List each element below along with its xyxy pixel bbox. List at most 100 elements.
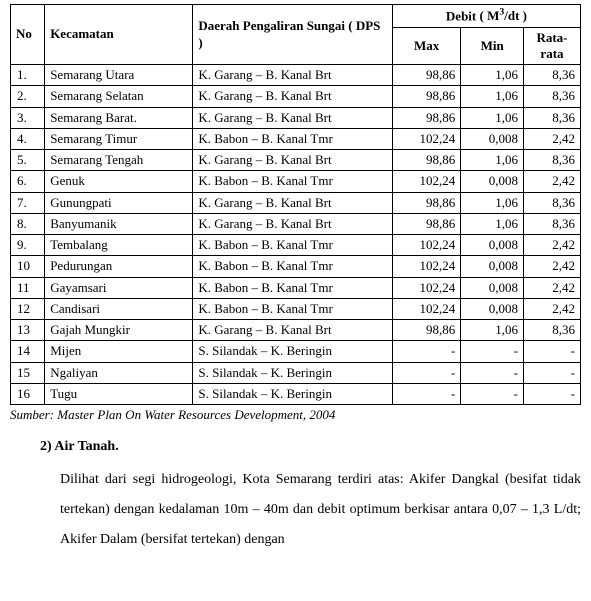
cell-dps: K. Garang – B. Kanal Brt [193,65,393,86]
cell-no: 1. [11,65,45,86]
cell-rata: 2,42 [523,256,580,277]
cell-kecamatan: Gajah Mungkir [45,320,193,341]
cell-kecamatan: Tembalang [45,235,193,256]
cell-rata: 2,42 [523,171,580,192]
cell-min: 1,06 [461,213,524,234]
source-note: Sumber: Master Plan On Water Resources D… [10,407,581,423]
cell-no: 4. [11,128,45,149]
cell-rata: 2,42 [523,235,580,256]
cell-dps: K. Babon – B. Kanal Tmr [193,171,393,192]
cell-dps: S. Silandak – K. Beringin [193,362,393,383]
cell-rata: - [523,341,580,362]
cell-max: - [392,341,460,362]
cell-kecamatan: Semarang Barat. [45,107,193,128]
table-row: 10PedurunganK. Babon – B. Kanal Tmr102,2… [11,256,581,277]
th-kecamatan: Kecamatan [45,5,193,65]
cell-no: 15 [11,362,45,383]
cell-kecamatan: Candisari [45,298,193,319]
section-heading-air-tanah: 2) Air Tanah. [40,439,581,455]
cell-kecamatan: Mijen [45,341,193,362]
cell-min: 0,008 [461,235,524,256]
cell-no: 2. [11,86,45,107]
cell-min: 0,008 [461,298,524,319]
cell-rata: 2,42 [523,277,580,298]
cell-kecamatan: Semarang Utara [45,65,193,86]
cell-kecamatan: Semarang Timur [45,128,193,149]
table-row: 8.BanyumanikK. Garang – B. Kanal Brt98,8… [11,213,581,234]
cell-min: 1,06 [461,65,524,86]
th-dps: Daerah Pengaliran Sungai ( DPS ) [193,5,393,65]
cell-max: 102,24 [392,298,460,319]
cell-dps: K. Babon – B. Kanal Tmr [193,235,393,256]
table-row: 7.GunungpatiK. Garang – B. Kanal Brt98,8… [11,192,581,213]
cell-dps: K. Babon – B. Kanal Tmr [193,277,393,298]
table-row: 12CandisariK. Babon – B. Kanal Tmr102,24… [11,298,581,319]
table-row: 4.Semarang TimurK. Babon – B. Kanal Tmr1… [11,128,581,149]
cell-dps: K. Garang – B. Kanal Brt [193,86,393,107]
cell-min: 1,06 [461,150,524,171]
cell-max: 102,24 [392,235,460,256]
cell-min: - [461,383,524,404]
cell-kecamatan: Gayamsari [45,277,193,298]
cell-rata: 8,36 [523,65,580,86]
cell-dps: K. Garang – B. Kanal Brt [193,192,393,213]
cell-kecamatan: Pedurungan [45,256,193,277]
cell-min: 0,008 [461,171,524,192]
cell-min: 0,008 [461,277,524,298]
cell-dps: S. Silandak – K. Beringin [193,383,393,404]
cell-no: 16 [11,383,45,404]
cell-max: 98,86 [392,65,460,86]
cell-rata: 8,36 [523,150,580,171]
table-row: 1.Semarang UtaraK. Garang – B. Kanal Brt… [11,65,581,86]
table-row: 15NgaliyanS. Silandak – K. Beringin--- [11,362,581,383]
th-debit-unit: ( M3/dt ) [480,8,527,23]
cell-max: - [392,383,460,404]
cell-no: 11 [11,277,45,298]
th-no: No [11,5,45,65]
th-min: Min [461,27,524,65]
cell-no: 3. [11,107,45,128]
cell-max: 102,24 [392,256,460,277]
cell-no: 12 [11,298,45,319]
table-row: 5.Semarang TengahK. Garang – B. Kanal Br… [11,150,581,171]
table-row: 14MijenS. Silandak – K. Beringin--- [11,341,581,362]
cell-no: 6. [11,171,45,192]
cell-dps: S. Silandak – K. Beringin [193,341,393,362]
cell-no: 5. [11,150,45,171]
cell-kecamatan: Genuk [45,171,193,192]
cell-kecamatan: Tugu [45,383,193,404]
cell-no: 14 [11,341,45,362]
cell-dps: K. Garang – B. Kanal Brt [193,150,393,171]
cell-kecamatan: Banyumanik [45,213,193,234]
cell-rata: 8,36 [523,320,580,341]
cell-max: - [392,362,460,383]
table-row: 6.GenukK. Babon – B. Kanal Tmr102,240,00… [11,171,581,192]
cell-rata: 8,36 [523,213,580,234]
cell-min: 1,06 [461,107,524,128]
cell-rata: 8,36 [523,192,580,213]
cell-dps: K. Garang – B. Kanal Brt [193,107,393,128]
cell-min: 1,06 [461,192,524,213]
cell-max: 98,86 [392,320,460,341]
cell-min: 1,06 [461,86,524,107]
cell-max: 98,86 [392,86,460,107]
cell-min: 0,008 [461,128,524,149]
cell-min: 0,008 [461,256,524,277]
cell-max: 98,86 [392,192,460,213]
cell-dps: K. Babon – B. Kanal Tmr [193,256,393,277]
cell-kecamatan: Ngaliyan [45,362,193,383]
cell-max: 98,86 [392,107,460,128]
cell-max: 102,24 [392,277,460,298]
cell-kecamatan: Semarang Tengah [45,150,193,171]
table-row: 11GayamsariK. Babon – B. Kanal Tmr102,24… [11,277,581,298]
cell-min: - [461,341,524,362]
debit-table: No Kecamatan Daerah Pengaliran Sungai ( … [10,4,581,405]
cell-no: 7. [11,192,45,213]
cell-no: 9. [11,235,45,256]
cell-rata: 2,42 [523,128,580,149]
cell-max: 98,86 [392,213,460,234]
cell-kecamatan: Semarang Selatan [45,86,193,107]
cell-rata: 8,36 [523,107,580,128]
cell-rata: - [523,383,580,404]
cell-max: 102,24 [392,128,460,149]
